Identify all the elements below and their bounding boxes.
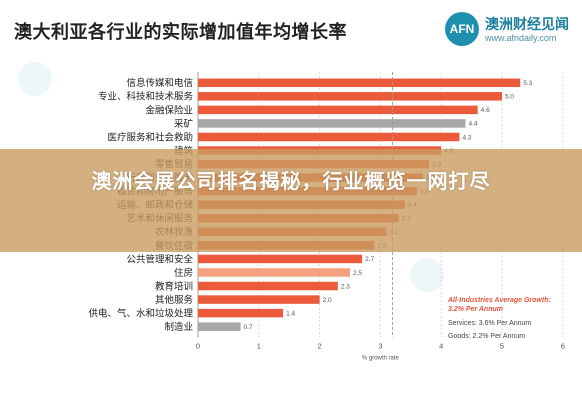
bar (198, 132, 460, 142)
data-label: 0.7 (244, 324, 253, 331)
bar (198, 92, 502, 101)
chart-annotation: 3.2% Per Annum (448, 306, 503, 313)
category-label: 专业、科技和技术服务 (98, 91, 194, 103)
category-label: 信息传媒和电信 (126, 77, 193, 89)
x-tick-label: 6 (561, 341, 565, 350)
x-tick-label: 4 (439, 341, 443, 350)
x-tick-label: 0 (196, 341, 200, 350)
bar (198, 281, 338, 291)
bar (198, 105, 478, 115)
logo-name: 澳洲财经见闻 (485, 17, 569, 33)
category-label: 供电、气、水和垃圾处理 (88, 308, 193, 320)
bar (198, 119, 466, 128)
headline-banner (0, 149, 582, 252)
data-label: 5.0 (505, 94, 514, 101)
data-label: 4.4 (469, 121, 478, 128)
data-label: 2.5 (353, 270, 362, 277)
bar (198, 78, 521, 88)
category-label: 教育培训 (155, 280, 193, 292)
bar (198, 322, 241, 331)
x-tick-label: 2 (318, 341, 322, 350)
data-label: 4.3 (462, 134, 471, 141)
bar (198, 268, 350, 277)
category-label: 金融保险业 (145, 104, 193, 116)
data-label: 4.6 (481, 107, 490, 114)
bar (198, 308, 284, 318)
category-label: 公共管理和安全 (126, 253, 193, 265)
data-label: 2.0 (323, 297, 332, 304)
x-tick-label: 5 (500, 341, 504, 350)
data-label: 2.3 (341, 283, 350, 290)
category-label: 采矿 (174, 118, 194, 130)
category-label: 医疗服务和社会救助 (107, 131, 193, 143)
data-label: 5.3 (523, 80, 532, 87)
category-label: 其他服务 (155, 294, 194, 306)
bar (198, 254, 363, 264)
chart-annotation: All-Industries Average Growth: (448, 297, 551, 304)
data-label: 1.4 (286, 310, 295, 317)
x-axis-title: % growth rate (362, 355, 400, 361)
x-tick-label: 1 (257, 341, 261, 350)
x-tick-label: 3 (378, 341, 382, 350)
afn-logo: AFN 澳洲财经见闻 www.afndaily.com (445, 12, 575, 48)
chart-annotation: Services: 3.6% Per Annum (448, 320, 532, 327)
headline-text: 澳洲会展公司排名揭秘，行业概览一网打尽 (91, 169, 491, 193)
category-label: 制造业 (164, 321, 193, 333)
data-label: 2.7 (365, 256, 374, 263)
bar (198, 295, 320, 304)
category-label: 住房 (174, 267, 193, 279)
logo-mark: AFN (445, 12, 479, 46)
logo-url: www.afndaily.com (485, 33, 557, 43)
chart-annotation: Goods: 2.2% Per Annum (448, 333, 526, 340)
chart-title: 澳大利亚各行业的实际增加值年均增长率 (14, 22, 347, 43)
